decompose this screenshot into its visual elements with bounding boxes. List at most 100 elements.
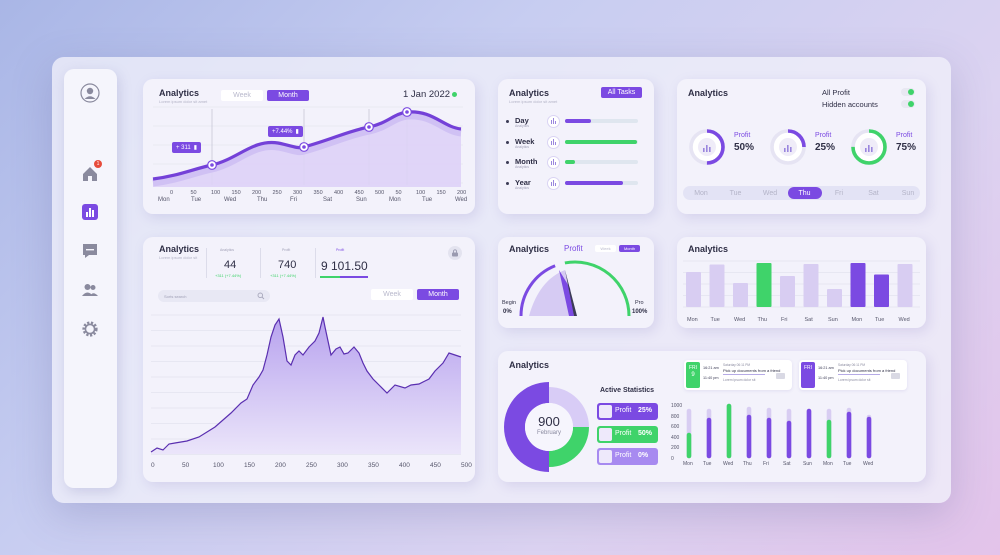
profit-ring	[689, 129, 725, 165]
day-label: Fri	[763, 461, 769, 467]
y-tick-label: 800	[671, 413, 680, 420]
lock-icon[interactable]	[448, 246, 462, 260]
all-profit-toggle[interactable]	[901, 88, 915, 96]
gauge-chart	[519, 260, 631, 317]
area-fill	[151, 317, 461, 454]
day-tab[interactable]: Tue	[729, 189, 742, 197]
y-tick-label: 1000	[671, 403, 683, 409]
legend-item[interactable]: Profit 0%	[597, 448, 658, 465]
day-label: Thu	[743, 461, 752, 467]
profit-ring	[770, 129, 806, 165]
all-tasks-button[interactable]: All Tasks	[601, 87, 642, 98]
message-icon[interactable]	[80, 241, 100, 261]
card-title: Analytics	[509, 360, 550, 370]
x-tick-label: 200	[252, 190, 262, 196]
tab-month[interactable]: Month	[619, 245, 640, 252]
bar-chart-icon[interactable]	[80, 202, 100, 222]
tab-week[interactable]: Week	[221, 90, 263, 101]
day-label: Fri	[781, 317, 788, 323]
x-tick-label: 350	[368, 462, 379, 469]
ring-progress	[689, 129, 725, 165]
event-card[interactable]: FRI 9 16:21 am 11:40 pm Saturday 06:11 PM Pic…	[684, 360, 792, 390]
day-label: Mon	[823, 461, 833, 467]
x-tick-label: 450	[430, 462, 441, 469]
search-input[interactable]: Sorts search	[158, 290, 270, 302]
home-icon[interactable]: 1	[80, 160, 102, 184]
day-label: Sun	[828, 317, 838, 323]
legend-item[interactable]: Profit 50%	[597, 425, 658, 443]
tab-month[interactable]: Month	[417, 289, 459, 300]
tab-month[interactable]: Month	[267, 90, 309, 101]
progress-fill	[565, 180, 624, 185]
gauge-needle	[559, 270, 574, 316]
series-line	[150, 316, 462, 453]
day-tab[interactable]: Wed	[762, 189, 778, 197]
bar-chart-icon	[706, 145, 708, 152]
stat-caption: Analytics	[220, 248, 235, 252]
card-subtitle: Lorem ipsum dolor sit amet	[159, 99, 208, 104]
task-sublabel: Analytics	[515, 124, 530, 128]
user-icon[interactable]	[80, 83, 100, 103]
x-tick-label: 300	[293, 190, 303, 196]
event-day-badge: FRI	[801, 362, 815, 388]
search-placeholder: Sorts search	[164, 294, 187, 299]
day-label: Mon	[687, 317, 698, 323]
task-label: Day	[515, 116, 529, 125]
percent-badge: +7.44% ▮	[268, 126, 303, 137]
legend-value: 0%	[638, 452, 649, 459]
day-tab[interactable]: Sat	[868, 189, 879, 197]
day-tab[interactable]: Fri	[834, 189, 844, 197]
y-tick-label: 600	[671, 424, 680, 430]
event-card[interactable]: FRI 16:21 am 11:40 pm Saturday 06:11 PM Pick…	[799, 360, 907, 390]
x-tick-label: 250	[272, 190, 282, 196]
stat-caption: Profit	[336, 248, 345, 252]
begin-label: Begin	[502, 300, 517, 306]
y-tick-label: 200	[671, 445, 680, 451]
day-label: Sat	[804, 317, 813, 323]
day-label: Wed	[863, 461, 874, 467]
x-tick-label: 500	[375, 190, 385, 196]
tab-week[interactable]: Week	[371, 289, 413, 300]
day-label: Sat	[323, 197, 333, 203]
hidden-accounts-toggle[interactable]	[901, 100, 915, 108]
bar-chart-icon	[790, 147, 792, 152]
day-tab[interactable]: Sun	[901, 189, 915, 197]
date-label: 1 Jan 2022	[403, 89, 451, 100]
progress-fill	[565, 160, 576, 164]
gauge-card: Analytics Profit Week Month Begin 0% Pro…	[498, 237, 654, 328]
event-day-badge: FRI 9	[686, 362, 700, 388]
ring-value: 50%	[734, 142, 755, 153]
profit-ring	[851, 129, 887, 165]
progress-fill	[565, 139, 637, 144]
stat-underline	[320, 276, 340, 278]
card-title: Analytics	[159, 88, 200, 98]
y-tick-label: 400	[671, 434, 680, 441]
stat-caption: Profit	[282, 248, 291, 252]
x-tick-label: 450	[354, 190, 364, 196]
x-tick-label: 100	[211, 190, 221, 196]
bar	[709, 264, 725, 307]
progress-track	[565, 160, 638, 164]
users-icon[interactable]	[80, 280, 100, 300]
card-title: Analytics	[509, 244, 550, 254]
day-tab[interactable]: Thu	[787, 187, 822, 199]
day-label: Tue	[875, 317, 885, 323]
legend-item[interactable]: Profit 25%	[597, 403, 658, 420]
y-tick-label: 0	[671, 455, 674, 462]
period-toggle: Week Month	[595, 245, 640, 252]
tab-week[interactable]: Week	[595, 245, 616, 252]
ring-label: Profit	[815, 132, 832, 139]
donut-segment-purple	[504, 382, 549, 472]
gauge-arc-purple	[519, 264, 556, 317]
data-point-center	[210, 163, 214, 167]
day-label: Mon	[851, 317, 863, 323]
day-tab[interactable]: Mon	[694, 189, 708, 197]
legend-value: 25%	[638, 407, 653, 414]
bar-chart-icon	[547, 176, 560, 190]
big-area-chart-card: Analytics Lorem ipsum dolor sit Analytic…	[143, 237, 475, 482]
bar-chart-icon	[871, 147, 873, 152]
gear-icon[interactable]	[80, 319, 100, 339]
x-tick-label: 150	[244, 462, 255, 469]
event-line	[723, 374, 765, 375]
bar-chart	[686, 403, 872, 459]
